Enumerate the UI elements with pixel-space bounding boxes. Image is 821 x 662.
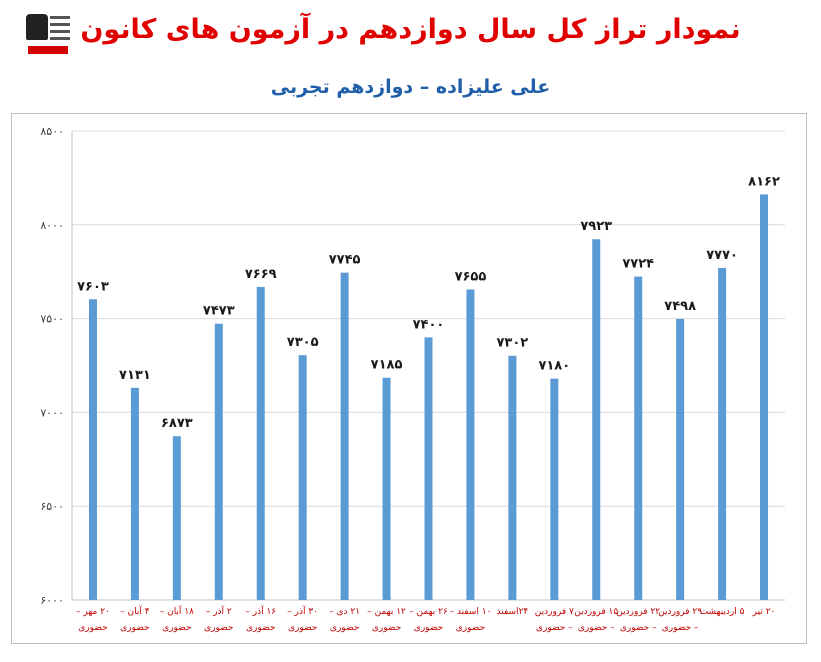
bar: [508, 355, 517, 600]
x-tick-label: حضوری: [120, 623, 149, 633]
x-tick-label: ۲۶ بهمن –: [409, 607, 448, 617]
bar: [550, 378, 559, 600]
bar: [718, 267, 727, 600]
y-tick-label: ۶۵۰۰: [40, 500, 64, 513]
data-label: ۷۱۳۱: [119, 368, 151, 383]
x-tick-label: حضوری: [414, 623, 443, 633]
x-tick-label: ۵ اردیبهشت: [700, 607, 745, 617]
data-label: ۷۷۲۴: [622, 257, 654, 272]
data-label: ۷۴۹۸: [664, 299, 696, 314]
graduation-cap-icon: [26, 14, 48, 40]
bar: [424, 337, 433, 600]
x-tick-label: ۱۶ آذر –: [245, 605, 276, 617]
x-tick-label: – حضوری: [620, 623, 657, 633]
x-tick-label: ۲۴اسفند: [497, 607, 529, 617]
x-tick-label: ۳۰ آذر –: [287, 605, 318, 617]
bar: [256, 286, 265, 600]
x-tick-label: – حضوری: [662, 623, 699, 633]
y-tick-label: ۷۵۰۰: [40, 313, 64, 326]
x-tick-label: حضوری: [456, 623, 485, 633]
data-label: ۷۱۸۰: [538, 359, 570, 374]
chart-subtitle: علی علیزاده – دوازدهم تجربی: [270, 76, 551, 98]
x-tick-label: ۱۸ آبان –: [160, 605, 194, 617]
y-tick-label: ۶۰۰۰: [40, 594, 64, 607]
x-tick-label: – حضوری: [578, 623, 615, 633]
x-tick-label: حضوری: [204, 623, 233, 633]
bar: [340, 272, 349, 600]
x-tick-label: ۲۰ مهر –: [76, 607, 110, 617]
bar: [172, 436, 181, 600]
x-tick-label: ۲۱ دی –: [329, 607, 360, 617]
data-label: ۷۹۲۳: [580, 219, 612, 234]
bar: [382, 377, 391, 600]
bar: [466, 289, 475, 600]
x-tick-label: ۲۹ فروردین: [658, 607, 702, 617]
x-tick-label: حضوری: [246, 623, 275, 633]
data-label: ۷۷۷۰: [706, 248, 738, 263]
chart-area: [11, 113, 807, 644]
y-tick-label: ۸۰۰۰: [40, 219, 64, 232]
data-label: ۷۴۷۳: [203, 304, 235, 319]
bar: [130, 387, 139, 600]
chart-title: نمودار تراز کل سال دوازدهم در آزمون های …: [80, 14, 741, 45]
data-label: ۷۱۸۵: [371, 358, 403, 373]
x-tick-label: ۱۰ اسفند –: [449, 607, 491, 617]
bar: [298, 355, 307, 600]
x-tick-label: – حضوری: [536, 623, 573, 633]
x-tick-label: حضوری: [78, 623, 107, 633]
x-tick-label: حضوری: [288, 623, 317, 633]
data-label: ۷۴۰۰: [413, 317, 445, 332]
y-tick-label: ۷۰۰۰: [40, 406, 64, 419]
x-tick-label: ۱۲ بهمن –: [367, 607, 406, 617]
x-tick-label: ۲۰ تیر: [752, 607, 776, 617]
x-tick-label: ۱۵ فروردین: [574, 607, 618, 617]
data-label: ۷۶۶۹: [245, 267, 277, 282]
data-label: ۸۱۶۲: [748, 174, 780, 189]
logo-text-lines: [50, 16, 70, 44]
x-tick-label: ۴ آبان –: [120, 605, 150, 617]
logo-red-band: [28, 46, 68, 54]
data-label: ۷۶۵۵: [455, 270, 487, 285]
bar: [592, 239, 601, 601]
x-tick-label: ۲۲ فروردین: [616, 607, 660, 617]
bar: [88, 299, 97, 600]
bar: [634, 276, 643, 600]
bar: [760, 194, 769, 600]
x-tick-label: حضوری: [372, 623, 401, 633]
x-tick-label: حضوری: [330, 623, 359, 633]
data-label: ۷۷۴۵: [329, 253, 361, 268]
x-tick-label: ۷ فروردین: [535, 607, 574, 617]
x-tick-label: ۲ آذر –: [206, 605, 232, 617]
bar: [676, 318, 685, 600]
data-label: ۷۳۰۲: [497, 336, 529, 351]
logo: [24, 10, 70, 62]
data-label: ۷۳۰۵: [287, 335, 319, 350]
bar: [214, 323, 223, 600]
y-tick-label: ۸۵۰۰: [40, 125, 64, 138]
data-label: ۷۶۰۳: [77, 279, 109, 294]
x-tick-label: حضوری: [162, 623, 191, 633]
data-label: ۶۸۷۳: [161, 416, 193, 431]
